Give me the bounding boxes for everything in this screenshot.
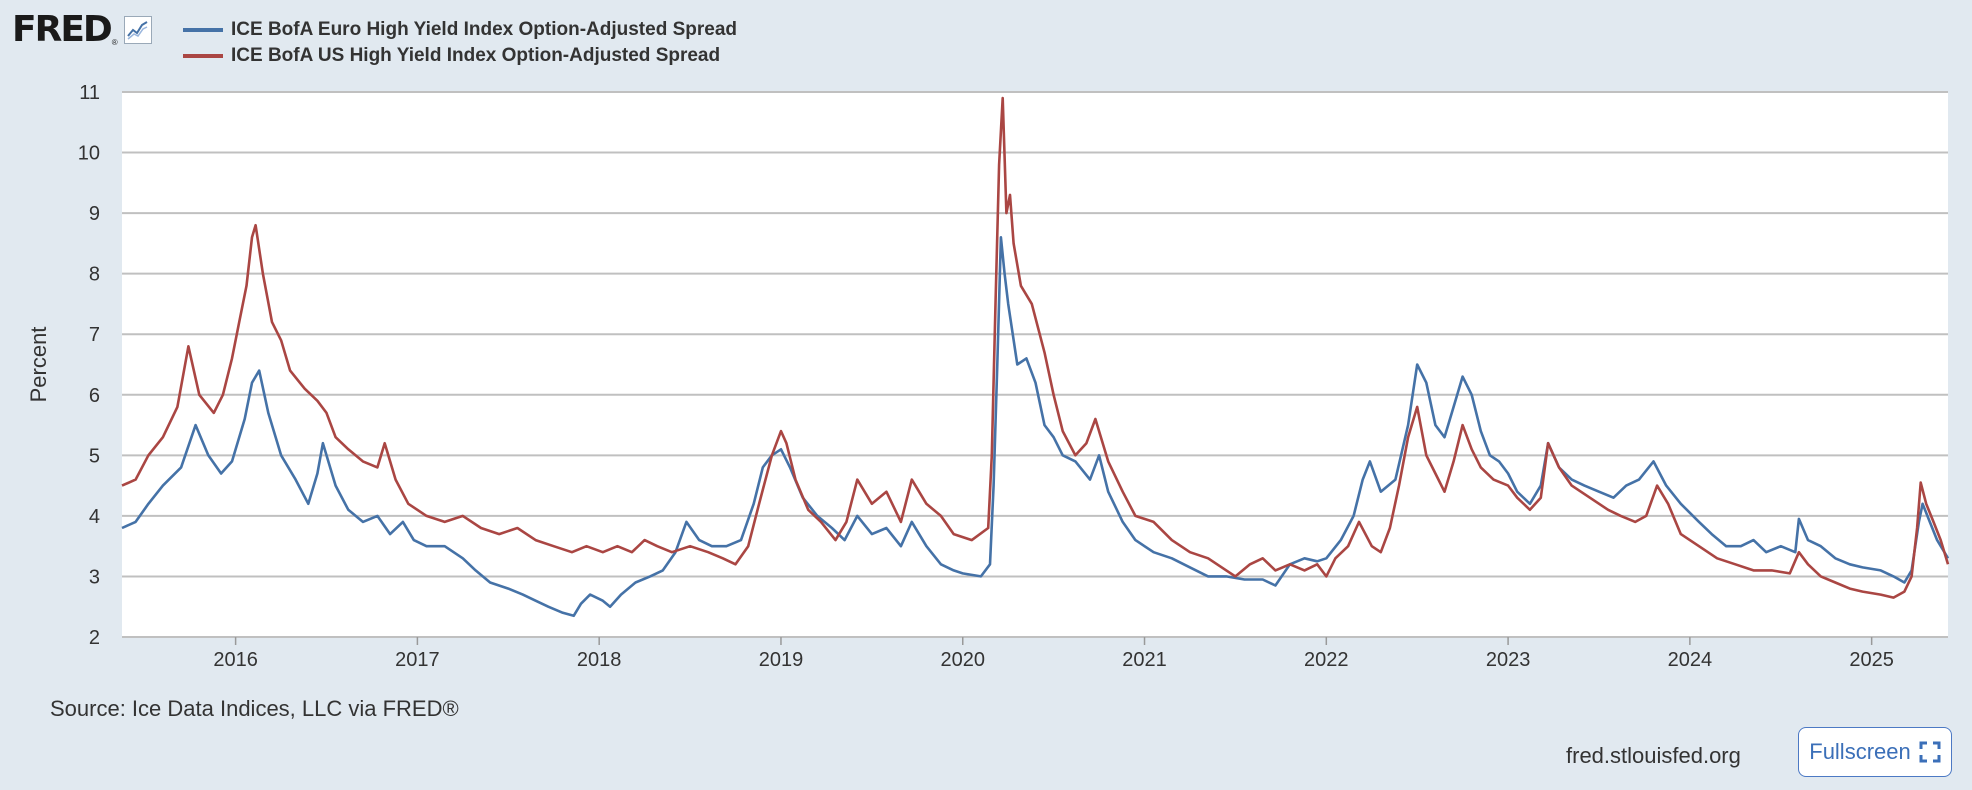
- x-tick-label: 2020: [940, 649, 985, 671]
- x-tick-label: 2022: [1304, 649, 1349, 671]
- x-tick-label: 2017: [395, 649, 440, 671]
- line-chart: 2 3 4 5 6 7 8 9 10 11 2016 2017 2018 2019 2020 2021 2022…: [26, 82, 1950, 671]
- series-line-euro-hy-oas: [121, 236, 1950, 618]
- y-tick-label: 10: [78, 143, 100, 165]
- x-tick-label: 2016: [213, 649, 258, 671]
- y-tick-label: 8: [89, 264, 100, 286]
- logo-registered-mark: ®: [111, 38, 118, 47]
- y-tick-label: 7: [89, 324, 100, 346]
- logo-text: FRED: [12, 9, 113, 50]
- legend-label-us: ICE BofA US High Yield Index Option-Adju…: [231, 45, 721, 66]
- legend-swatch-us: [183, 54, 223, 58]
- fred-logo[interactable]: FRED ®: [12, 8, 152, 52]
- y-tick-label: 11: [79, 82, 100, 104]
- x-tick-label: 2018: [577, 649, 622, 671]
- y-tick-label: 9: [89, 203, 100, 225]
- legend-label-euro: ICE BofA Euro High Yield Index Option-Ad…: [231, 19, 737, 40]
- x-tick-label: 2021: [1122, 649, 1167, 671]
- fullscreen-label: Fullscreen: [1809, 739, 1911, 764]
- x-tick-label: 2025: [1849, 649, 1894, 671]
- chart-area: 2 3 4 5 6 7 8 9 10 11 2016 2017 2018 2019 2020 2021 2022…: [26, 82, 1950, 671]
- source-note: Source: Ice Data Indices, LLC via FRED®: [50, 696, 459, 721]
- x-tick-label: 2019: [759, 649, 804, 671]
- y-tick-label: 6: [89, 385, 100, 407]
- fullscreen-button[interactable]: Fullscreen: [1798, 727, 1952, 777]
- series-line-us-hy-oas: [121, 96, 1950, 599]
- legend-item-euro[interactable]: ICE BofA Euro High Yield Index Option-Ad…: [183, 17, 737, 43]
- line-graph-icon: [123, 16, 152, 44]
- x-tick-label: 2024: [1668, 649, 1713, 671]
- legend-item-us[interactable]: ICE BofA US High Yield Index Option-Adju…: [183, 43, 737, 69]
- legend-swatch-euro: [183, 28, 223, 32]
- x-tick-label: 2023: [1486, 649, 1531, 671]
- y-tick-label: 5: [89, 445, 100, 467]
- y-tick-label: 3: [89, 566, 100, 588]
- site-url[interactable]: fred.stlouisfed.org: [1566, 743, 1741, 768]
- chart-legend: ICE BofA Euro High Yield Index Option-Ad…: [183, 17, 737, 69]
- y-axis-label: Percent: [26, 327, 51, 403]
- y-tick-label: 4: [89, 506, 100, 528]
- fullscreen-icon: [1919, 741, 1941, 763]
- y-tick-label: 2: [89, 627, 100, 649]
- plot-background: [122, 92, 1948, 637]
